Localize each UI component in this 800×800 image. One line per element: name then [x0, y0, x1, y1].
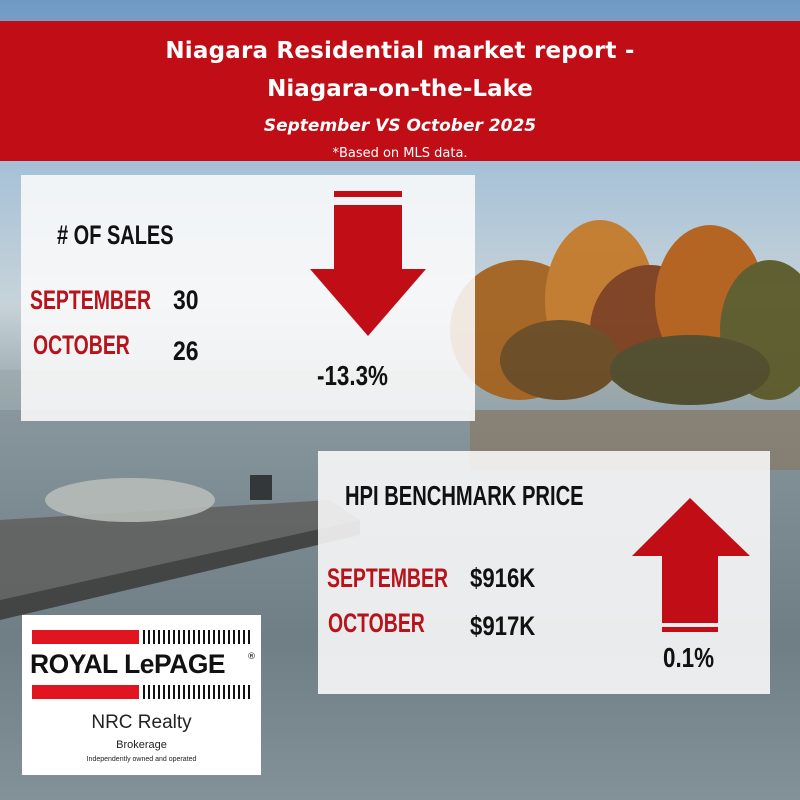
sales-panel: # OF SALES SEPTEMBER 30 OCTOBER 26 -13.3…: [21, 175, 475, 421]
sales-title: # OF SALES: [57, 220, 174, 250]
logo-red-bar-bottom: [32, 685, 139, 699]
logo-tick-bar-top: [143, 630, 251, 644]
hpi-month-october: OCTOBER: [328, 608, 425, 638]
data-source-note: *Based on MLS data.: [332, 146, 468, 161]
royal-lepage-logo: ROYAL LePAGE ® NRC Realty Brokerage Inde…: [22, 615, 261, 775]
hpi-change-percent: 0.1%: [663, 642, 715, 673]
hpi-month-september: SEPTEMBER: [327, 563, 448, 593]
sales-change-percent: -13.3%: [317, 360, 388, 391]
report-subtitle: September VS October 2025: [263, 116, 537, 136]
registered-mark: ®: [247, 652, 256, 662]
arrow-up-icon: [632, 498, 750, 632]
logo-tagline: Independently owned and operated: [86, 756, 197, 763]
report-title-line1: Niagara Residential market report -: [165, 38, 635, 64]
logo-red-bar-top: [32, 630, 139, 644]
hpi-title: HPI BENCHMARK PRICE: [345, 480, 584, 511]
header-banner: Niagara Residential market report - Niag…: [0, 21, 800, 161]
sales-value-september: 30: [173, 285, 199, 315]
arrow-down-icon: [310, 191, 426, 336]
hpi-panel: HPI BENCHMARK PRICE SEPTEMBER $916K OCTO…: [318, 451, 770, 694]
logo-brand-name: ROYAL LePAGE: [30, 649, 226, 679]
hpi-value-september: $916K: [470, 563, 536, 593]
report-title-line2: Niagara-on-the-Lake: [267, 76, 533, 102]
logo-company-name: NRC Realty: [91, 712, 192, 733]
sales-month-september: SEPTEMBER: [30, 285, 151, 315]
sales-value-october: 26: [173, 336, 199, 366]
hpi-value-october: $917K: [470, 611, 536, 641]
logo-tick-bar-bottom: [143, 685, 251, 699]
sales-month-october: OCTOBER: [33, 330, 130, 360]
logo-company-type: Brokerage: [116, 739, 167, 751]
